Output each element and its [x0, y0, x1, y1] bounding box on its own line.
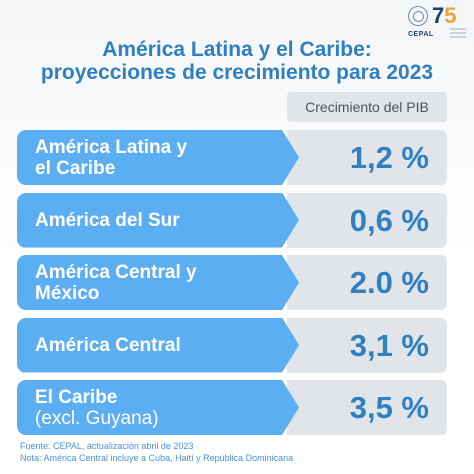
badge-digit-5: 5	[444, 3, 457, 28]
badge-lines-icon	[450, 28, 466, 40]
label-cell	[17, 255, 299, 310]
row-label-subtext: (excl. Guyana)	[35, 407, 159, 429]
value-cell: 2.0 %	[287, 255, 447, 310]
row-label: América Central	[35, 318, 285, 373]
title-line-1: América Latina y el Caribe:	[102, 38, 372, 61]
title-line-2: proyecciones de crecimiento para 2023	[40, 61, 434, 84]
label-cell	[17, 192, 299, 248]
table-row: 3,1 % América Central	[17, 317, 447, 373]
row-label: América del Sur	[35, 193, 285, 248]
anniversary-badge: 75	[432, 4, 457, 28]
value-text: 0,6 %	[349, 202, 429, 238]
row-label: América Latina y el Caribe	[35, 130, 285, 185]
value-text: 3,1 %	[349, 327, 429, 363]
value-text: 1,2 %	[349, 140, 429, 175]
row-label-text: El Caribe	[35, 386, 118, 408]
label-cell	[17, 380, 299, 435]
footer-source: Fuente: CEPAL, actualización abril de 20…	[20, 441, 194, 451]
row-label-text: América Latina y el Caribe	[35, 136, 188, 179]
row-label-text: América Central	[35, 334, 181, 356]
row-label-text: América Central y México	[35, 261, 197, 304]
badge-digit-7: 7	[432, 3, 445, 28]
row-label: El Caribe (excl. Guyana)	[35, 380, 285, 435]
value-text: 2.0 %	[349, 265, 429, 300]
table-row: 0,6 % América del Sur	[17, 192, 447, 248]
value-cell: 0,6 %	[287, 192, 447, 248]
table-row: 3,5 % El Caribe (excl. Guyana)	[17, 380, 447, 435]
cepal-logo-text: CEPAL	[408, 31, 434, 38]
column-header: Crecimiento del PIB	[287, 92, 447, 122]
table-row: 1,2 % América Latina y el Caribe	[17, 130, 447, 185]
chart-title: América Latina y el Caribe: proyecciones…	[20, 38, 454, 84]
table-row: 2.0 % América Central y México	[17, 255, 447, 310]
value-cell: 1,2 %	[287, 130, 447, 185]
footer: Fuente: CEPAL, actualización abril de 20…	[20, 441, 460, 464]
logo-area: CEPAL 75	[408, 4, 466, 44]
value-text: 3,5 %	[349, 390, 429, 425]
footer-note: Nota: América Central incluye a Cuba, Ha…	[20, 452, 294, 463]
label-cell	[17, 130, 299, 185]
row-label: América Central y México	[35, 255, 285, 310]
row-label-text: América del Sur	[35, 209, 180, 231]
value-cell: 3,1 %	[287, 317, 447, 373]
un-emblem-icon	[408, 6, 428, 26]
label-cell	[17, 317, 299, 373]
value-cell: 3,5 %	[287, 380, 447, 435]
